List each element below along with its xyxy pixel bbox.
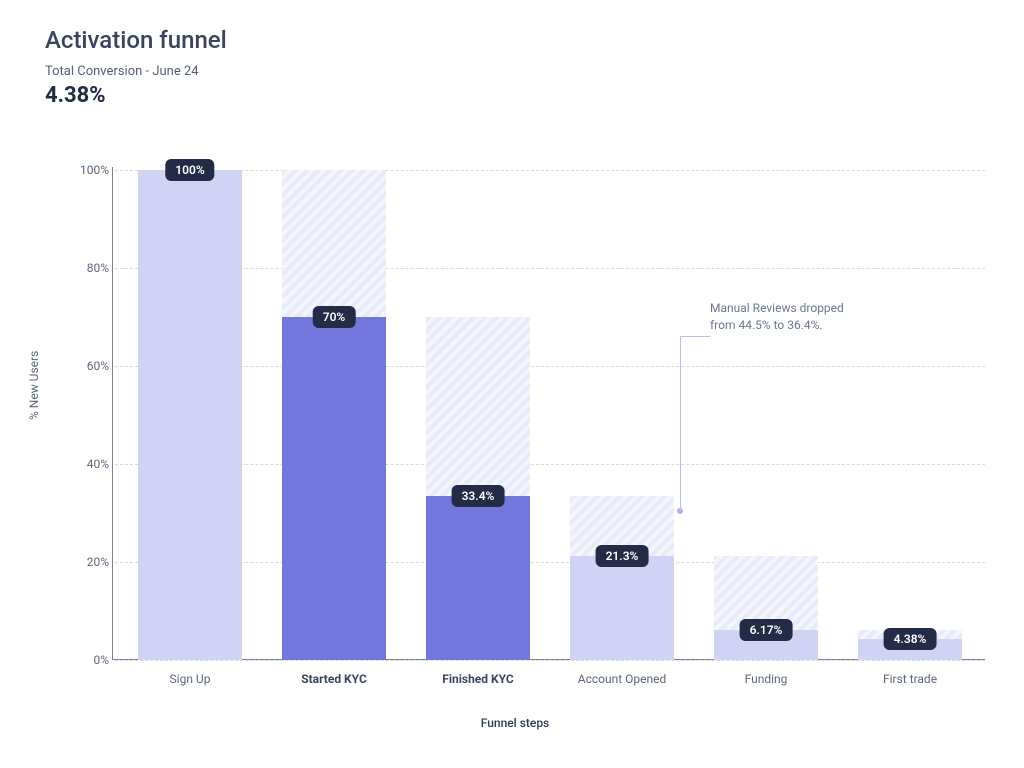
annotation-leader-elbow [680,336,710,337]
funnel-bar: 100%Sign Up [138,170,242,660]
y-tick-label: 60% [73,359,109,373]
y-tick-label: 100% [73,163,109,177]
y-axis-label: % New Users [27,351,41,420]
y-tick-label: 20% [73,555,109,569]
grid-line [115,170,985,171]
funnel-bar: 4.38%First trade [858,170,962,660]
annotation-line: from 44.5% to 36.4%. [710,317,890,334]
funnel-bar: 6.17%Funding [714,170,818,660]
y-axis-line [112,167,113,660]
bar-fill [282,317,386,660]
bar-fill [426,496,530,660]
x-tick-label: Sign Up [107,672,273,686]
funnel-bar: 21.3%Account Opened [570,170,674,660]
chart-header: Activation funnel Total Conversion - Jun… [45,26,227,108]
annotation-line: Manual Reviews dropped [710,300,890,317]
grid-line [115,660,985,661]
grid-line [115,464,985,465]
bar-fill [138,170,242,660]
bar-value-badge: 6.17% [740,619,793,641]
chart-subtitle: Total Conversion - June 24 [45,64,227,79]
y-tick-label: 80% [73,261,109,275]
bar-value-badge: 33.4% [452,485,505,507]
bar-value-badge: 100% [165,159,214,181]
bar-value-badge: 4.38% [884,628,937,650]
grid-line [115,268,985,269]
bar-fill [570,556,674,660]
x-axis-label: Funnel steps [45,716,985,730]
x-tick-label: Funding [683,672,849,686]
annotation-leader-line [680,336,681,511]
grid-line [115,366,985,367]
x-tick-label: Account Opened [539,672,705,686]
y-tick-label: 0% [73,653,109,667]
y-tick-label: 40% [73,457,109,471]
funnel-bar: 33.4%Finished KYC [426,170,530,660]
bar-value-badge: 70% [313,306,356,328]
chart-title: Activation funnel [45,26,227,54]
total-conversion-value: 4.38% [45,83,227,108]
funnel-bar: 70%Started KYC [282,170,386,660]
plot-area: 0%20%40%60%80%100%100%Sign Up70%Started … [115,170,985,660]
bar-value-badge: 21.3% [596,545,649,567]
x-tick-label: First trade [827,672,993,686]
x-tick-label: Started KYC [251,672,417,686]
annotation-text: Manual Reviews droppedfrom 44.5% to 36.4… [710,300,890,334]
grid-line [115,562,985,563]
x-tick-label: Finished KYC [395,672,561,686]
funnel-chart: % New Users 0%20%40%60%80%100%100%Sign U… [45,170,985,730]
